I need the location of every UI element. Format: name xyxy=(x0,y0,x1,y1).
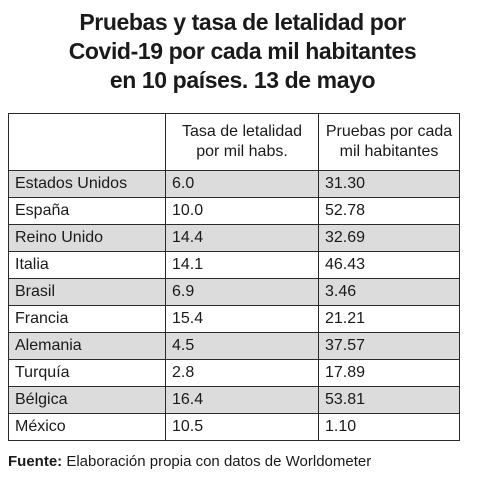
country-cell: Brasil xyxy=(8,278,166,306)
tests-cell: 17.89 xyxy=(318,359,460,387)
table-row: Turquía 2.8 17.89 xyxy=(8,359,460,387)
title-line-2: Covid-19 por cada mil habitantes xyxy=(68,38,417,64)
lethality-cell: 4.5 xyxy=(165,332,319,360)
country-cell: Francia xyxy=(8,305,166,333)
table-row: España 10.0 52.78 xyxy=(8,197,460,225)
table-row: Francia 15.4 21.21 xyxy=(8,305,460,333)
source-label: Fuente: xyxy=(8,453,63,470)
tests-cell: 52.78 xyxy=(318,197,460,225)
chart-title: Pruebas y tasa de letalidad por Covid-19… xyxy=(0,8,485,95)
tests-cell: 32.69 xyxy=(318,224,460,252)
lethality-cell: 14.1 xyxy=(165,251,319,279)
tests-cell: 37.57 xyxy=(318,332,460,360)
country-cell: España xyxy=(8,197,166,225)
tests-cell: 31.30 xyxy=(318,170,460,198)
country-cell: Turquía xyxy=(8,359,166,387)
country-cell: México xyxy=(8,413,166,441)
country-cell: Alemania xyxy=(8,332,166,360)
lethality-cell: 6.9 xyxy=(165,278,319,306)
header-country xyxy=(8,113,166,171)
lethality-cell: 10.5 xyxy=(165,413,319,441)
country-cell: Estados Unidos xyxy=(8,170,166,198)
table-row: Italia 14.1 46.43 xyxy=(8,251,460,279)
table-row: Bélgica 16.4 53.81 xyxy=(8,386,460,414)
table-row: Alemania 4.5 37.57 xyxy=(8,332,460,360)
lethality-cell: 2.8 xyxy=(165,359,319,387)
table-row: Brasil 6.9 3.46 xyxy=(8,278,460,306)
country-cell: Reino Unido xyxy=(8,224,166,252)
tests-cell: 3.46 xyxy=(318,278,460,306)
header-tests: Pruebas por cada mil habitantes xyxy=(318,113,460,171)
data-table: Tasa de letalidad por mil habs. Pruebas … xyxy=(8,113,460,441)
tests-cell: 46.43 xyxy=(318,251,460,279)
lethality-cell: 10.0 xyxy=(165,197,319,225)
table-row: México 10.5 1.10 xyxy=(8,413,460,441)
lethality-cell: 14.4 xyxy=(165,224,319,252)
lethality-cell: 6.0 xyxy=(165,170,319,198)
table-row: Estados Unidos 6.0 31.30 xyxy=(8,170,460,198)
tests-cell: 21.21 xyxy=(318,305,460,333)
country-cell: Italia xyxy=(8,251,166,279)
source-note: Fuente: Elaboración propia con datos de … xyxy=(8,452,371,472)
table-row: Reino Unido 14.4 32.69 xyxy=(8,224,460,252)
source-text: Elaboración propia con datos de Worldome… xyxy=(62,453,372,470)
table-header-row: Tasa de letalidad por mil habs. Pruebas … xyxy=(8,113,460,171)
title-line-3: en 10 países. 13 de mayo xyxy=(109,67,376,93)
lethality-cell: 16.4 xyxy=(165,386,319,414)
tests-cell: 53.81 xyxy=(318,386,460,414)
tests-cell: 1.10 xyxy=(318,413,460,441)
country-cell: Bélgica xyxy=(8,386,166,414)
lethality-cell: 15.4 xyxy=(165,305,319,333)
title-line-1: Pruebas y tasa de letalidad por xyxy=(79,9,406,35)
header-lethality: Tasa de letalidad por mil habs. xyxy=(165,113,319,171)
